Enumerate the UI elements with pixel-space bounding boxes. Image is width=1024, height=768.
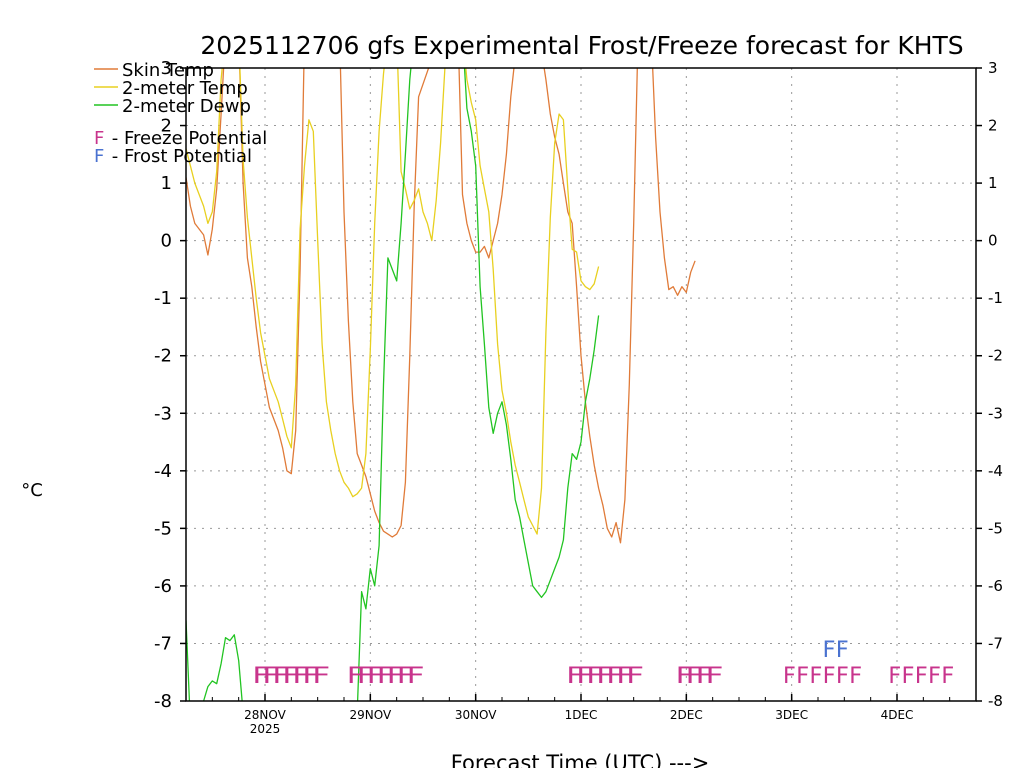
y-tick-label: -4 — [154, 461, 172, 482]
legend-label-skin-temp: Skin Temp — [122, 60, 214, 81]
y-tick-label: -6 — [154, 576, 172, 597]
y-tick-label-right: -4 — [988, 462, 1003, 480]
y-tick-label-right: -5 — [988, 519, 1003, 537]
x-tick-label: 29NOV — [349, 708, 391, 722]
y-tick-label-right: 1 — [988, 174, 998, 192]
freeze-potential-marker: FFFFFFF — [252, 664, 329, 689]
axis-ticks: -8 -8 -7 -7 -6 -6 -5 -5 -4 -4 -3 -3 -2 -2 -1 -1 0 0 1 1 2 2 3 3… — [154, 58, 1003, 736]
y-tick-label: -1 — [154, 288, 172, 309]
y-tick-label-right: -7 — [988, 634, 1003, 652]
x-tick-label: 3DEC — [775, 708, 808, 722]
y-tick-label-right: -1 — [988, 289, 1003, 307]
y-tick-label: 2 — [161, 116, 172, 137]
freeze-potential-label: - Freeze Potential — [106, 128, 267, 149]
x-tick-label: 30NOV — [455, 708, 497, 722]
y-tick-label: -2 — [154, 346, 172, 367]
x-tick-label: 1DEC — [565, 708, 598, 722]
y-tick-label: 1 — [161, 173, 172, 194]
y-tick-label-right: -8 — [988, 692, 1003, 710]
y-axis-label: °C — [21, 480, 43, 501]
series-lines — [186, 68, 696, 701]
x-tick-label: 28NOV — [244, 708, 286, 722]
freeze-potential-marker: FFFF — [675, 664, 722, 689]
y-tick-label: -5 — [154, 518, 172, 539]
legend-label-2m-dewp: 2-meter Dewp — [122, 96, 251, 117]
x-tick-label: 2DEC — [670, 708, 703, 722]
y-tick-label: 3 — [161, 58, 172, 79]
chart-title: 2025112706 gfs Experimental Frost/Freeze… — [200, 31, 963, 60]
y-tick-label: 0 — [161, 231, 172, 252]
x-axis-label: Forecast Time (UTC) ---> — [451, 751, 710, 768]
legend: Skin Temp 2-meter Temp 2-meter Dewp F - … — [94, 60, 267, 167]
potential-markers: FFFFFFF FFFFFFF FFFFFFF FFFF FFFFFF FFFFFFF — [252, 638, 954, 689]
freeze-potential-marker: FFFFFF — [783, 664, 862, 689]
x-tick-year: 2025 — [250, 722, 281, 736]
freeze-potential-marker: FFFFFFF — [566, 664, 643, 689]
y-tick-label-right: -2 — [988, 347, 1003, 365]
y-tick-label-right: 2 — [988, 117, 998, 135]
legend-label-2m-temp: 2-meter Temp — [122, 78, 248, 99]
frost-potential-marker: FF — [822, 638, 849, 663]
freeze-potential-marker: FFFFF — [888, 664, 954, 689]
series-line-2-meter-temp — [186, 68, 600, 535]
y-tick-label-right: 3 — [988, 59, 998, 77]
y-tick-label: -3 — [154, 403, 172, 424]
frost-potential-label: - Frost Potential — [106, 146, 252, 167]
freeze-potential-marker: FFFFFFF — [346, 664, 423, 689]
y-tick-label: -7 — [154, 633, 172, 654]
freeze-potential-symbol: F — [94, 128, 104, 149]
y-tick-label-right: 0 — [988, 232, 998, 250]
series-line-2-meter-dewp — [186, 68, 600, 701]
frost-potential-symbol: F — [94, 146, 104, 167]
y-tick-label-right: -6 — [988, 577, 1003, 595]
y-tick-label-right: -3 — [988, 404, 1003, 422]
x-tick-label: 4DEC — [881, 708, 914, 722]
series-line-skin-temp — [186, 68, 696, 544]
y-tick-label: -8 — [154, 691, 172, 712]
